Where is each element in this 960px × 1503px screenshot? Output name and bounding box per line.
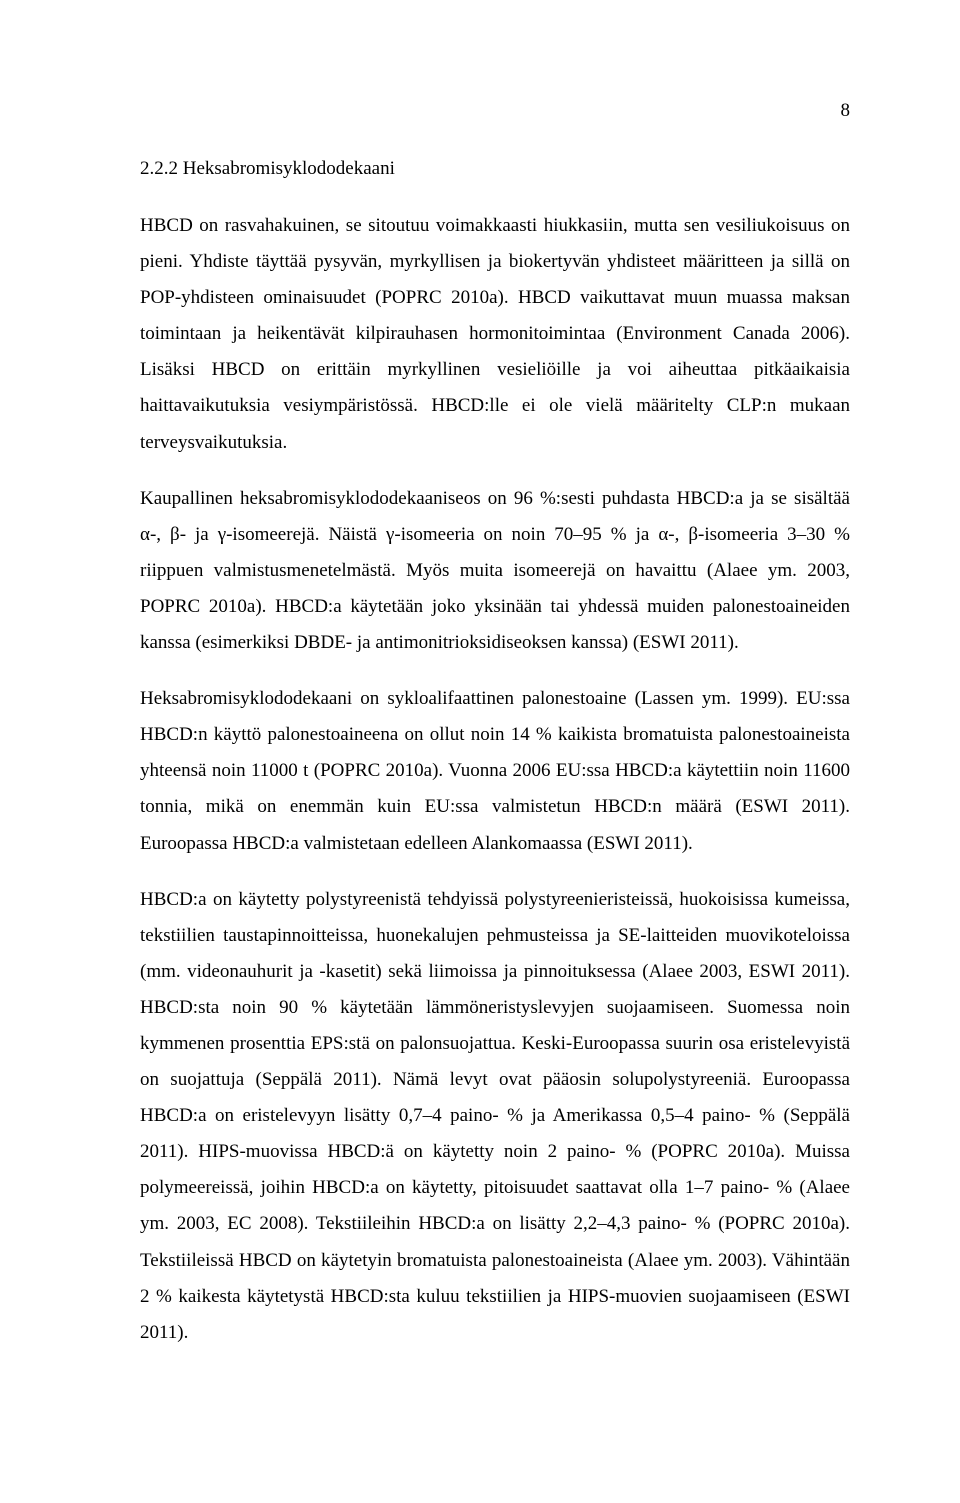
subsection-heading: 2.2.2 Heksabromisyklododekaani	[140, 158, 850, 180]
paragraph-3: Heksabromisyklododekaani on sykloalifaat…	[140, 681, 850, 861]
paragraph-4: HBCD:a on käytetty polystyreenistä tehdy…	[140, 882, 850, 1351]
paragraph-2: Kaupallinen heksabromisyklododekaaniseos…	[140, 481, 850, 661]
document-page: 8 2.2.2 Heksabromisyklododekaani HBCD on…	[0, 0, 960, 1471]
paragraph-1: HBCD on rasvahakuinen, se sitoutuu voima…	[140, 208, 850, 461]
page-number: 8	[140, 100, 850, 122]
